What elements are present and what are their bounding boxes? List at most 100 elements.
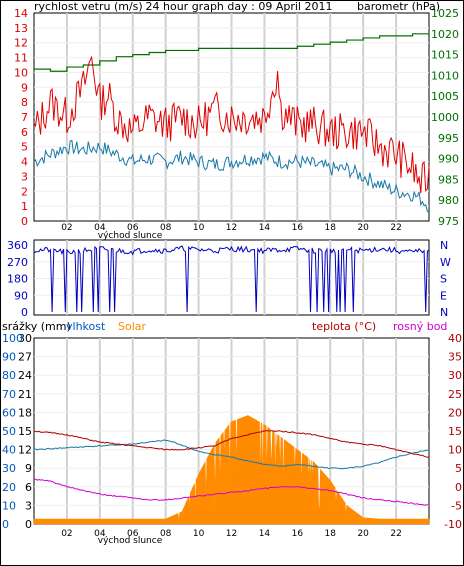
wind-y-tick: 8 bbox=[21, 96, 28, 109]
humidity-y-tick: 30 bbox=[2, 462, 16, 475]
wind-average-line bbox=[33, 140, 430, 213]
humidity-y-tick: 80 bbox=[2, 369, 16, 382]
wind-gust-line bbox=[33, 55, 430, 194]
x-tick-label: 18 bbox=[325, 223, 337, 233]
barometer-y-tick: 1005 bbox=[431, 90, 459, 103]
x-tick-label: 10 bbox=[193, 223, 205, 233]
rain-y-tick: 21 bbox=[18, 388, 32, 401]
wind-y-tick: 12 bbox=[14, 37, 28, 50]
humidity-y-tick: 10 bbox=[2, 499, 16, 512]
sunrise-label-bottom: východ slunce bbox=[98, 536, 163, 546]
rain-y-tick: 27 bbox=[18, 351, 32, 364]
rain-y-tick: 30 bbox=[18, 332, 32, 345]
rain-y-tick: 15 bbox=[18, 425, 32, 438]
direction-degree-tick: 180 bbox=[7, 273, 28, 286]
wind-axis-label: rychlost vetru (m/s) bbox=[34, 0, 143, 13]
temperature-y-tick: 35 bbox=[448, 351, 462, 364]
humidity-axis-ticks: 0 10 20 30 40 50 60 70 80 90 100 bbox=[2, 332, 23, 531]
barometer-y-tick: 1015 bbox=[431, 49, 459, 62]
x-tick-label: 22 bbox=[390, 223, 401, 233]
barometer-y-tick: 995 bbox=[438, 132, 459, 145]
sunrise-label: východ slunce bbox=[98, 231, 163, 241]
rain-y-tick: 3 bbox=[25, 499, 32, 512]
wind-y-tick: 11 bbox=[14, 52, 28, 65]
page-title: 24 hour graph day : 09 April 2011 bbox=[146, 0, 333, 13]
x-tick-label: 16 bbox=[292, 223, 304, 233]
x-tick-label: 12 bbox=[226, 223, 237, 233]
wind-y-tick: 7 bbox=[21, 111, 28, 124]
barometer-axis-label: barometr (hPa) bbox=[357, 0, 440, 13]
rain-y-tick: 12 bbox=[18, 444, 32, 457]
dew-point-axis-label: rosný bod bbox=[393, 320, 447, 333]
wind-y-tick: 13 bbox=[14, 22, 28, 35]
x-tick-label: 06 bbox=[127, 223, 139, 233]
barometer-y-tick: 975 bbox=[438, 215, 459, 228]
humidity-y-tick: 50 bbox=[2, 425, 16, 438]
temperature-x-ticks: 02 04 06 08 10 12 14 16 18 20 22 bbox=[61, 529, 402, 539]
humidity-y-tick: 0 bbox=[2, 518, 9, 531]
dew-point-line bbox=[33, 478, 430, 506]
temperature-axis-label: teplota (°C) bbox=[312, 320, 376, 333]
x-tick-label: 20 bbox=[357, 529, 369, 539]
x-tick-label: 14 bbox=[259, 223, 271, 233]
rain-y-tick: 18 bbox=[18, 406, 32, 419]
x-tick-label: 10 bbox=[193, 529, 205, 539]
humidity-y-tick: 90 bbox=[2, 351, 16, 364]
temperature-y-tick: 10 bbox=[448, 444, 462, 457]
wind-series bbox=[33, 31, 430, 213]
solar-area bbox=[33, 415, 430, 525]
barometer-y-tick: 1025 bbox=[431, 7, 459, 20]
humidity-y-tick: 40 bbox=[2, 444, 16, 457]
barometer-y-tick: 980 bbox=[438, 194, 459, 207]
wind-y-tick: 3 bbox=[21, 170, 28, 183]
x-tick-label: 14 bbox=[259, 529, 271, 539]
direction-compass-tick: N bbox=[440, 239, 448, 252]
x-tick-label: 02 bbox=[61, 529, 72, 539]
temperature-y-tick: 5 bbox=[455, 462, 462, 475]
direction-series bbox=[33, 245, 430, 313]
wind-y-tick: 4 bbox=[21, 156, 28, 169]
barometer-axis-ticks: 975 980 985 990 995 1000 1005 1010 1015 1020 1025 bbox=[431, 7, 459, 228]
rain-y-tick: 24 bbox=[18, 369, 32, 382]
wind-x-ticks: 02 04 06 08 10 12 14 16 18 20 22 bbox=[61, 223, 402, 233]
barometer-line bbox=[34, 31, 430, 72]
direction-degree-tick: 360 bbox=[7, 239, 28, 252]
temperature-y-tick: -10 bbox=[444, 518, 462, 531]
wind-y-tick: 6 bbox=[21, 126, 28, 139]
solar-axis-label: Solar bbox=[118, 320, 147, 333]
direction-compass-tick: E bbox=[440, 289, 447, 302]
wind-y-tick: 14 bbox=[14, 7, 28, 20]
direction-compass-tick: S bbox=[440, 273, 447, 286]
barometer-y-tick: 985 bbox=[438, 173, 459, 186]
wind-y-tick: 9 bbox=[21, 81, 28, 94]
x-tick-label: 04 bbox=[94, 223, 106, 233]
wind-y-tick: 5 bbox=[21, 141, 28, 154]
x-tick-label: 18 bbox=[325, 529, 337, 539]
direction-degree-ticks: 360 270 180 90 0 bbox=[7, 239, 28, 319]
x-tick-label: 08 bbox=[160, 223, 172, 233]
x-tick-label: 16 bbox=[292, 529, 304, 539]
temperature-y-tick: -5 bbox=[451, 499, 462, 512]
barometer-y-tick: 1020 bbox=[431, 28, 459, 41]
wind-y-tick: 0 bbox=[21, 215, 28, 228]
temperature-axis-ticks: -10 -5 0 5 10 15 20 25 30 35 40 bbox=[444, 332, 462, 531]
wind-y-tick: 1 bbox=[21, 200, 28, 213]
humidity-y-tick: 100 bbox=[2, 332, 23, 345]
humidity-y-tick: 70 bbox=[2, 388, 16, 401]
temperature-y-tick: 25 bbox=[448, 388, 462, 401]
humidity-y-tick: 20 bbox=[2, 481, 16, 494]
temperature-y-tick: 30 bbox=[448, 369, 462, 382]
rain-y-tick: 6 bbox=[25, 481, 32, 494]
x-tick-label: 22 bbox=[390, 529, 401, 539]
barometer-y-tick: 1010 bbox=[431, 69, 459, 82]
rain-y-tick: 0 bbox=[25, 518, 32, 531]
x-tick-label: 20 bbox=[357, 223, 369, 233]
x-tick-label: 06 bbox=[127, 529, 139, 539]
rain-axis-ticks: 0 3 6 9 12 15 18 21 24 27 30 bbox=[18, 332, 32, 531]
x-tick-label: 04 bbox=[94, 529, 106, 539]
